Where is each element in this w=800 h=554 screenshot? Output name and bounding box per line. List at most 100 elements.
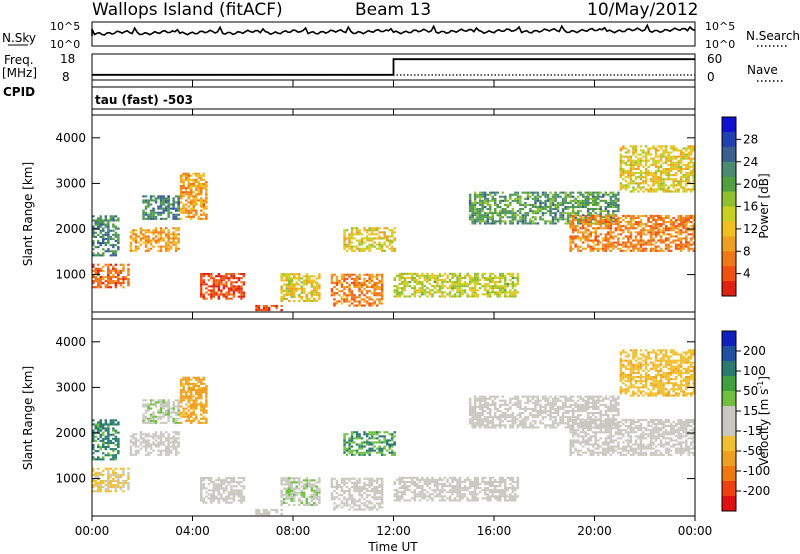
velocity-cell bbox=[205, 477, 208, 480]
power-cell bbox=[378, 279, 381, 282]
power-cell bbox=[471, 206, 474, 209]
velocity-cell bbox=[172, 401, 175, 404]
power-cell bbox=[682, 223, 685, 226]
power-cell bbox=[308, 299, 311, 302]
power-cell bbox=[602, 193, 605, 196]
power-cell bbox=[114, 227, 118, 230]
velocity-cell bbox=[353, 453, 356, 456]
velocity-cell bbox=[388, 443, 391, 446]
velocity-cell bbox=[192, 403, 195, 406]
power-cell bbox=[632, 165, 635, 168]
power-cell bbox=[179, 207, 183, 210]
power-cell bbox=[391, 229, 394, 232]
velocity-cell bbox=[92, 452, 95, 455]
power-cell bbox=[614, 201, 618, 204]
velocity-cell bbox=[365, 504, 369, 507]
power-cell bbox=[607, 239, 610, 242]
velocity-cell bbox=[318, 477, 321, 480]
power-cell bbox=[436, 276, 439, 279]
velocity-cell bbox=[456, 482, 459, 485]
power-cell bbox=[343, 279, 346, 282]
power-cell bbox=[642, 243, 645, 246]
power-cell bbox=[531, 222, 535, 225]
velocity-cell bbox=[212, 495, 216, 498]
power-cell bbox=[687, 174, 690, 177]
power-cell bbox=[348, 247, 351, 250]
power-cell bbox=[604, 227, 608, 230]
velocity-cell bbox=[212, 497, 216, 500]
power-cell bbox=[348, 233, 351, 236]
power-cell bbox=[539, 208, 542, 211]
power-cell bbox=[167, 237, 170, 240]
power-cell bbox=[431, 289, 434, 292]
power-cell bbox=[225, 283, 228, 286]
velocity-cell bbox=[416, 476, 419, 479]
velocity-cell bbox=[154, 431, 158, 434]
power-cell bbox=[607, 223, 610, 226]
power-cell bbox=[672, 186, 675, 189]
power-cell bbox=[664, 237, 668, 240]
velocity-cell bbox=[448, 489, 452, 492]
power-cell bbox=[602, 216, 605, 219]
velocity-cell bbox=[102, 441, 105, 444]
power-cell bbox=[350, 241, 354, 244]
power-cell bbox=[144, 207, 148, 210]
power-cell bbox=[225, 291, 228, 294]
velocity-cell bbox=[355, 488, 359, 491]
velocity-cell bbox=[280, 489, 283, 492]
power-cell bbox=[345, 296, 349, 299]
velocity-cell bbox=[94, 450, 97, 453]
power-cell bbox=[579, 239, 582, 242]
power-cell bbox=[679, 243, 683, 246]
power-cell bbox=[679, 186, 683, 189]
velocity-cell bbox=[257, 508, 261, 511]
power-cell bbox=[426, 295, 429, 298]
power-cell bbox=[298, 283, 301, 286]
power-cell bbox=[652, 243, 655, 246]
power-cell bbox=[220, 279, 223, 282]
power-cell bbox=[614, 245, 618, 248]
power-cell bbox=[478, 210, 482, 213]
velocity-cell bbox=[132, 441, 135, 444]
power-cell bbox=[657, 165, 660, 168]
power-cell bbox=[674, 231, 678, 234]
power-cell bbox=[687, 147, 690, 150]
velocity-cell bbox=[185, 393, 188, 396]
velocity-cell bbox=[97, 458, 100, 461]
power-cell bbox=[571, 229, 575, 232]
power-cell bbox=[559, 201, 562, 204]
velocity-cell bbox=[348, 508, 351, 511]
power-cell bbox=[511, 210, 515, 213]
power-cell bbox=[423, 285, 427, 288]
power-cell bbox=[629, 237, 633, 240]
power-cell bbox=[652, 182, 655, 185]
velocity-cell bbox=[107, 471, 110, 474]
power-cell bbox=[280, 291, 283, 294]
power-cell bbox=[602, 222, 605, 225]
power-cell bbox=[293, 273, 296, 276]
power-cell bbox=[280, 297, 283, 300]
velocity-cell bbox=[380, 500, 384, 503]
power-cell bbox=[597, 203, 600, 206]
power-cell bbox=[692, 167, 695, 170]
power-cell bbox=[639, 176, 643, 179]
velocity-cell bbox=[441, 485, 444, 488]
power-cell bbox=[569, 243, 572, 246]
velocity-cell bbox=[114, 443, 118, 446]
velocity-cell bbox=[310, 483, 314, 486]
power-cell bbox=[659, 170, 663, 173]
power-cell bbox=[466, 293, 469, 296]
power-cell bbox=[205, 283, 208, 286]
power-cell bbox=[458, 291, 462, 294]
power-cell bbox=[288, 279, 291, 282]
power-cell bbox=[174, 233, 178, 236]
power-cell bbox=[172, 213, 175, 216]
power-cell bbox=[370, 286, 374, 289]
power-cell bbox=[468, 210, 472, 213]
power-cell bbox=[97, 254, 100, 257]
velocity-cell bbox=[122, 480, 125, 483]
power-cell bbox=[177, 239, 180, 242]
velocity-cell bbox=[348, 443, 351, 446]
power-cell bbox=[614, 210, 618, 213]
power-cell bbox=[179, 201, 183, 204]
